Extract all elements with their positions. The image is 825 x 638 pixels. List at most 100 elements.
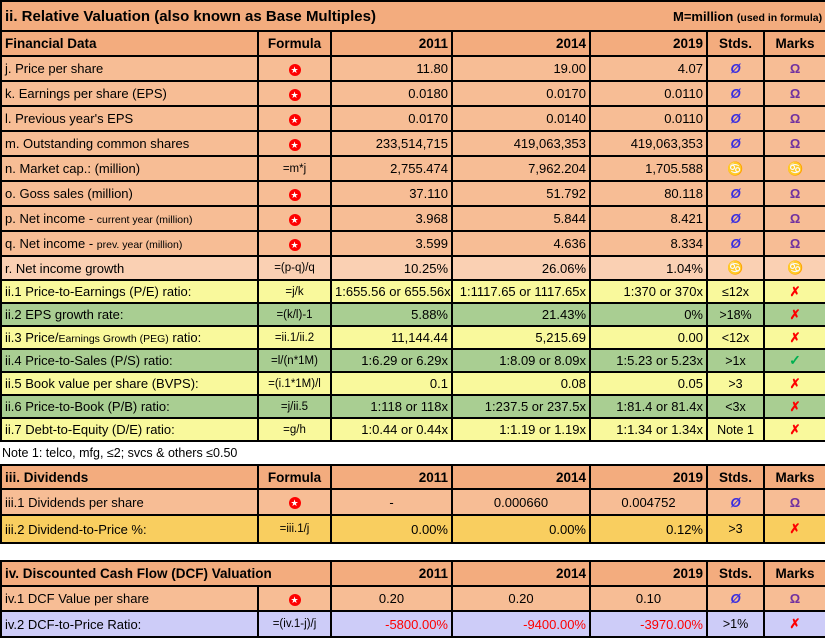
cell-formula-n[interactable]: =m*j [257, 155, 332, 182]
header-formula[interactable]: Formula [257, 30, 332, 57]
cell-stds-iv2[interactable]: >1% [706, 610, 765, 638]
cell-2011-l[interactable]: 0.0170 [330, 105, 453, 132]
cell-2019-ii4[interactable]: 1:5.23 or 5.23x [589, 348, 708, 373]
cell-formula-m[interactable]: ★ [257, 130, 332, 157]
cell-2019-k[interactable]: 0.0110 [589, 80, 708, 107]
header-2019[interactable]: 2019 [589, 464, 708, 490]
cell-formula-iv2[interactable]: =(iv.1-j)/j [257, 610, 332, 638]
cell-2011-o[interactable]: 37.110 [330, 180, 453, 207]
cell-label-m[interactable]: m. Outstanding common shares [0, 130, 259, 157]
cell-marks-ii6[interactable]: ✗ [762, 394, 825, 419]
cell-stds-n[interactable]: ♋ [706, 155, 765, 182]
cell-2014-ii7[interactable]: 1:1.19 or 1.19x [451, 417, 591, 442]
cell-marks-l[interactable]: Ω [762, 105, 825, 132]
cell-formula-ii7[interactable]: =g/h [257, 417, 332, 442]
header-2011[interactable]: 2011 [330, 560, 453, 587]
cell-stds-m[interactable]: Ø [706, 130, 765, 157]
cell-2011-iii2[interactable]: 0.00% [330, 514, 453, 544]
header-2019[interactable]: 2019 [589, 30, 708, 57]
cell-marks-iii2[interactable]: ✗ [763, 514, 825, 544]
cell-2019-ii1[interactable]: 1:370 or 370x [589, 279, 708, 304]
cell-2011-ii6[interactable]: 1:118 or 118x [330, 394, 453, 419]
cell-label-ii4[interactable]: ii.4 Price-to-Sales (P/S) ratio: [0, 348, 259, 373]
header-marks[interactable]: Marks [763, 560, 825, 587]
cell-2011-ii3[interactable]: 11,144.44 [330, 325, 453, 350]
cell-2019-iv2[interactable]: -3970.00% [589, 610, 708, 638]
cell-stds-r[interactable]: ♋ [706, 255, 765, 281]
header-2011[interactable]: 2011 [330, 30, 453, 57]
cell-2019-r[interactable]: 1.04% [589, 255, 708, 281]
cell-marks-p[interactable]: Ω [762, 205, 825, 232]
cell-2014-m[interactable]: 419,063,353 [451, 130, 591, 157]
cell-formula-iv1[interactable]: ★ [257, 585, 332, 612]
header-marks[interactable]: Marks [762, 30, 825, 57]
cell-2011-j[interactable]: 11.80 [330, 55, 453, 82]
cell-formula-r[interactable]: =(p-q)/q [257, 255, 332, 281]
cell-formula-j[interactable]: ★ [257, 55, 332, 82]
cell-stds-iv1[interactable]: Ø [706, 585, 765, 612]
cell-2019-p[interactable]: 8.421 [589, 205, 708, 232]
cell-formula-l[interactable]: ★ [257, 105, 332, 132]
cell-label-n[interactable]: n. Market cap.: (million) [0, 155, 259, 182]
cell-label-iv1[interactable]: iv.1 DCF Value per share [0, 585, 259, 612]
header-2019[interactable]: 2019 [589, 560, 708, 587]
cell-2014-ii3[interactable]: 5,215.69 [451, 325, 591, 350]
cell-label-q[interactable]: q. Net income - prev. year (million) [0, 230, 259, 257]
cell-formula-ii3[interactable]: =ii.1/ii.2 [257, 325, 332, 350]
cell-stds-iii1[interactable]: Ø [706, 488, 765, 516]
cell-2011-iii1[interactable]: - [330, 488, 453, 516]
cell-2011-r[interactable]: 10.25% [330, 255, 453, 281]
cell-label-o[interactable]: o. Goss sales (million) [0, 180, 259, 207]
cell-marks-ii4[interactable]: ✓ [762, 348, 825, 373]
cell-formula-o[interactable]: ★ [257, 180, 332, 207]
cell-formula-ii1[interactable]: =j/k [257, 279, 332, 304]
cell-stds-j[interactable]: Ø [706, 55, 765, 82]
cell-formula-ii4[interactable]: =l/(n*1M) [257, 348, 332, 373]
cell-label-ii6[interactable]: ii.6 Price-to-Book (P/B) ratio: [0, 394, 259, 419]
cell-stds-iii2[interactable]: >3 [706, 514, 765, 544]
section-ii-title-cell[interactable]: ii. Relative Valuation (also known as Ba… [0, 0, 825, 32]
cell-stds-ii5[interactable]: >3 [706, 371, 765, 396]
header-formula[interactable]: Formula [257, 464, 332, 490]
header-stds[interactable]: Stds. [706, 464, 765, 490]
cell-2014-ii4[interactable]: 1:8.09 or 8.09x [451, 348, 591, 373]
cell-marks-iii1[interactable]: Ω [763, 488, 825, 516]
cell-marks-r[interactable]: ♋ [762, 255, 825, 281]
cell-marks-o[interactable]: Ω [762, 180, 825, 207]
cell-label-iii1[interactable]: iii.1 Dividends per share [0, 488, 259, 516]
cell-marks-j[interactable]: Ω [762, 55, 825, 82]
cell-stds-o[interactable]: Ø [706, 180, 765, 207]
cell-formula-ii2[interactable]: =(k/l)-1 [257, 302, 332, 327]
cell-2019-n[interactable]: 1,705.588 [589, 155, 708, 182]
cell-2011-m[interactable]: 233,514,715 [330, 130, 453, 157]
cell-marks-k[interactable]: Ω [762, 80, 825, 107]
cell-formula-ii5[interactable]: =(i.1*1M)/l [257, 371, 332, 396]
cell-2014-q[interactable]: 4.636 [451, 230, 591, 257]
cell-2011-ii4[interactable]: 1:6.29 or 6.29x [330, 348, 453, 373]
cell-formula-q[interactable]: ★ [257, 230, 332, 257]
cell-stds-ii3[interactable]: <12x [706, 325, 765, 350]
cell-stds-p[interactable]: Ø [706, 205, 765, 232]
header-marks[interactable]: Marks [763, 464, 825, 490]
cell-marks-m[interactable]: Ω [762, 130, 825, 157]
cell-2014-iv2[interactable]: -9400.00% [451, 610, 591, 638]
cell-2014-p[interactable]: 5.844 [451, 205, 591, 232]
cell-2011-ii5[interactable]: 0.1 [330, 371, 453, 396]
cell-2019-ii3[interactable]: 0.00 [589, 325, 708, 350]
cell-stds-q[interactable]: Ø [706, 230, 765, 257]
cell-2011-p[interactable]: 3.968 [330, 205, 453, 232]
cell-2019-m[interactable]: 419,063,353 [589, 130, 708, 157]
cell-stds-k[interactable]: Ø [706, 80, 765, 107]
cell-marks-ii7[interactable]: ✗ [762, 417, 825, 442]
cell-2014-ii1[interactable]: 1:1117.65 or 1117.65x [451, 279, 591, 304]
cell-label-j[interactable]: j. Price per share [0, 55, 259, 82]
cell-label-ii1[interactable]: ii.1 Price-to-Earnings (P/E) ratio: [0, 279, 259, 304]
cell-label-r[interactable]: r. Net income growth [0, 255, 259, 281]
cell-label-ii5[interactable]: ii.5 Book value per share (BVPS): [0, 371, 259, 396]
cell-stds-ii1[interactable]: ≤12x [706, 279, 765, 304]
cell-stds-ii4[interactable]: >1x [706, 348, 765, 373]
cell-2019-ii6[interactable]: 1:81.4 or 81.4x [589, 394, 708, 419]
cell-2014-n[interactable]: 7,962.204 [451, 155, 591, 182]
cell-2019-l[interactable]: 0.0110 [589, 105, 708, 132]
cell-2011-n[interactable]: 2,755.474 [330, 155, 453, 182]
